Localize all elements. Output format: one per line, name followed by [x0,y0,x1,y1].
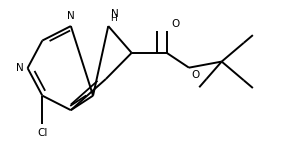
Text: N: N [16,63,23,73]
Text: Cl: Cl [37,128,47,138]
Text: N: N [111,9,118,19]
Text: O: O [191,70,200,80]
Text: N: N [67,11,75,21]
Text: H: H [111,14,117,23]
Text: O: O [172,19,180,29]
